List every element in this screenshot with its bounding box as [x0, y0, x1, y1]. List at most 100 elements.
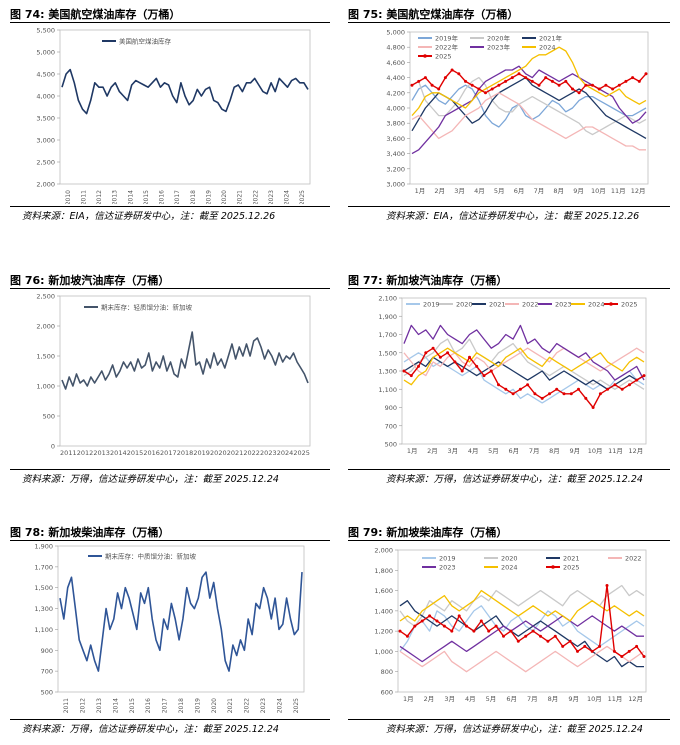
data-point — [530, 79, 534, 83]
x-tick-label: 2019 — [194, 698, 201, 713]
data-point — [598, 644, 602, 648]
y-tick-label: 800 — [381, 668, 393, 676]
series-line-2020 — [403, 338, 645, 390]
data-point — [517, 72, 521, 76]
data-point — [477, 87, 481, 91]
data-point — [435, 619, 439, 623]
data-point — [544, 76, 548, 80]
data-point — [631, 76, 635, 80]
series-line-2021年 — [411, 76, 647, 139]
y-tick-label: 1,100 — [34, 626, 53, 634]
data-point — [417, 364, 420, 368]
x-tick-label: 2018 — [190, 190, 197, 204]
legend-label: 2024 — [539, 44, 556, 52]
fig-title: 新加坡汽油库存（万桶） — [386, 274, 508, 287]
x-tick-label: 2014 — [112, 698, 119, 713]
series-line-2019 — [399, 605, 645, 652]
y-tick-label: 3,500 — [36, 115, 55, 123]
y-tick-label: 2,000 — [374, 547, 393, 555]
x-tick-label: 2015 — [127, 449, 144, 457]
legend-label: 2020 — [456, 301, 473, 309]
fig-title: 新加坡柴油库存（万桶） — [48, 526, 170, 539]
y-tick-label: 3,600 — [386, 135, 405, 143]
y-tick-label: 1,700 — [34, 563, 53, 571]
series-line-期末库存：轻质馏分油：新加坡 — [61, 331, 309, 390]
x-tick-label: 9月 — [568, 695, 579, 703]
y-tick-label: 2,100 — [378, 295, 397, 303]
x-tick-label: 5月 — [494, 187, 505, 195]
chart-74: 2,000 2,500 3,000 3,500 4,000 4,500 5,000 5,500… — [36, 27, 311, 204]
y-tick-label: 2,500 — [36, 293, 55, 301]
legend-label: 2019 — [423, 301, 440, 309]
data-point — [437, 87, 441, 91]
data-point — [620, 387, 624, 391]
data-point — [442, 624, 446, 628]
data-point — [627, 649, 631, 653]
x-tick-label: 2019 — [193, 449, 210, 457]
x-tick-label: 8月 — [553, 187, 564, 195]
series-line-2019年 — [411, 84, 647, 128]
y-tick-label: 500 — [41, 689, 53, 697]
x-tick-label: 2012 — [96, 190, 103, 204]
data-point — [612, 649, 616, 653]
series-line-美国航空煤油库存 — [61, 68, 309, 115]
source-rule — [348, 206, 670, 207]
data-point — [531, 629, 535, 633]
y-tick-label: 4,400 — [386, 74, 405, 82]
x-tick-label: 5月 — [488, 447, 499, 455]
x-tick-label: 11月 — [608, 447, 623, 455]
x-tick-label: 12月 — [628, 695, 643, 703]
data-point — [568, 639, 572, 643]
title-rule — [348, 288, 670, 289]
legend-marker — [609, 302, 613, 306]
x-tick-label: 7月 — [534, 187, 545, 195]
series-line-2021 — [403, 356, 645, 390]
y-tick-label: 4,000 — [386, 105, 405, 113]
data-point — [487, 629, 491, 633]
legend-label: 2023 — [555, 301, 572, 309]
x-tick-label: 2025 — [293, 449, 310, 457]
fig-number: 图 75: — [348, 8, 383, 21]
y-tick-label: 1,800 — [374, 567, 393, 575]
series-line-2024 — [399, 589, 645, 622]
data-point — [438, 355, 442, 359]
legend-label: 2022 — [522, 301, 539, 309]
data-point — [562, 392, 566, 396]
data-point — [540, 396, 544, 400]
data-point — [402, 369, 406, 373]
data-point — [468, 355, 471, 359]
data-point — [569, 392, 573, 396]
x-tick-label: 2025 — [293, 698, 300, 713]
x-tick-label: 2月 — [424, 695, 435, 703]
y-tick-label: 1,900 — [378, 313, 397, 321]
series-line-2023 — [399, 615, 644, 663]
data-point — [571, 87, 574, 91]
data-point — [577, 387, 580, 391]
source-note: 资料来源：万得，信达证券研发中心，注：截至 2025.12.24 — [386, 724, 643, 735]
x-tick-label: 6月 — [509, 447, 520, 455]
data-point — [598, 392, 602, 396]
data-point — [428, 614, 432, 618]
data-point — [564, 79, 568, 83]
figure-title-78: 图 78: 新加坡柴油库存（万桶） — [10, 524, 169, 540]
x-tick-label: 12月 — [628, 447, 643, 455]
x-tick-label: 7月 — [529, 447, 540, 455]
x-tick-label: 2021 — [237, 190, 244, 204]
data-point — [465, 624, 468, 628]
x-tick-label: 2024 — [284, 190, 291, 204]
data-point — [635, 378, 639, 382]
title-rule — [10, 540, 330, 541]
data-point — [490, 87, 494, 91]
x-tick-label: 2011 — [63, 698, 70, 713]
plot-frame — [57, 545, 305, 693]
legend-label: 2019年 — [435, 34, 459, 43]
data-point — [470, 83, 474, 87]
x-tick-label: 2016 — [143, 449, 160, 457]
data-point — [464, 79, 467, 83]
source-note: 资料来源：EIA，信达证券研发中心，注：截至 2025.12.26 — [22, 211, 276, 222]
x-tick-label: 2011 — [80, 190, 87, 204]
series-line-2023年 — [411, 65, 647, 155]
data-point — [524, 634, 528, 638]
legend-label: 2024 — [588, 301, 605, 309]
data-point — [494, 624, 498, 628]
